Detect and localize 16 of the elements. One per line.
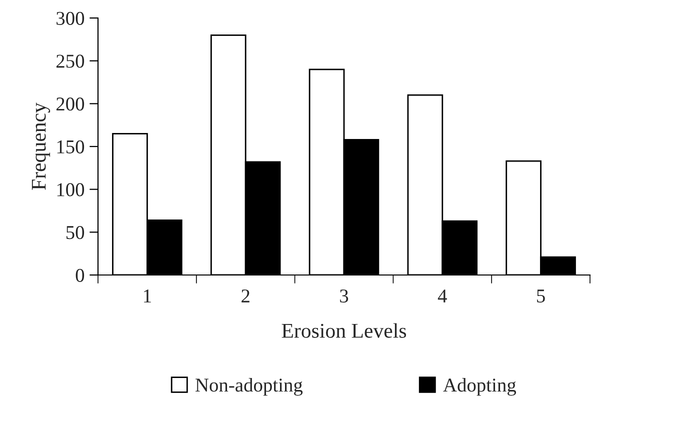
y-tick-label: 50: [66, 226, 84, 240]
legend-label: Non-adopting: [195, 378, 303, 396]
legend-label: Adopting: [443, 378, 516, 396]
y-tick-label: 300: [56, 12, 84, 25]
y-tick-label: 250: [56, 54, 84, 68]
y-tick-label: 200: [56, 97, 84, 111]
x-tick-label: 5: [537, 290, 545, 303]
x-tick-label: 2: [242, 290, 250, 302]
x-axis-title: Erosion Levels: [282, 323, 406, 338]
y-axis-title: Frequency: [32, 102, 50, 190]
y-tick-label: 150: [57, 140, 84, 154]
y-tick-label: 0: [76, 268, 84, 282]
y-tick-label: 100: [57, 183, 84, 196]
x-tick-label: 4: [438, 290, 447, 302]
x-tick-label: 3: [340, 290, 348, 303]
x-tick-label: 1: [144, 290, 151, 302]
